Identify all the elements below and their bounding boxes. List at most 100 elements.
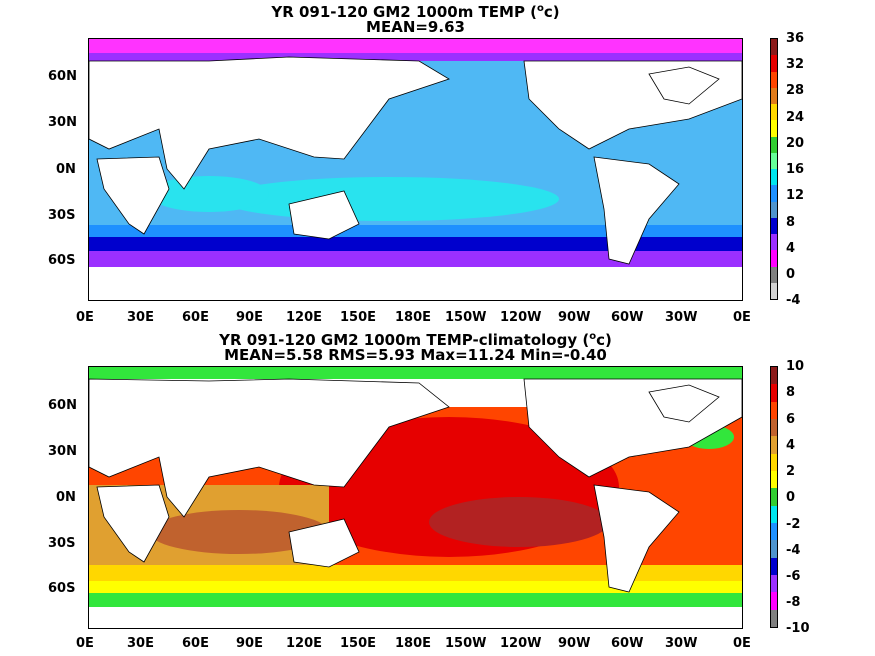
panel1-lon-9: 90W — [558, 310, 591, 325]
panel2-cbar-label-7: -4 — [786, 543, 801, 558]
colorbar-segment — [771, 250, 777, 267]
colorbar-segment — [771, 453, 777, 471]
panel2-lat-30N: 30N — [48, 444, 77, 459]
panel2-lon-11: 30W — [665, 636, 698, 651]
panel2-lon-10: 60W — [611, 636, 644, 651]
panel1-lon-4: 120E — [286, 310, 323, 325]
panel2-title-unit: c) — [596, 331, 612, 349]
panel1-cbar-label-6: 12 — [786, 188, 805, 203]
colorbar-segment — [771, 39, 777, 56]
colorbar-segment — [771, 367, 777, 385]
colorbar-segment — [771, 169, 777, 186]
panel2-cbar-label-1: 8 — [786, 385, 796, 400]
panel2-cbar-label-3: 4 — [786, 438, 796, 453]
panel1-lat-30N: 30N — [48, 115, 77, 130]
panel1-cbar-label-7: 8 — [786, 215, 796, 230]
panel1-title-sup: o — [537, 3, 544, 14]
colorbar-segment — [771, 136, 777, 153]
colorbar-segment — [771, 384, 777, 402]
panel1-cbar-label-3: 24 — [786, 110, 805, 125]
panel1-lon-11: 30W — [665, 310, 698, 325]
panel1-lon-1: 30E — [127, 310, 154, 325]
panel1-cbar-label-1: 32 — [786, 57, 805, 72]
colorbar-segment — [771, 401, 777, 419]
panel1-title-text: YR 091-120 GM2 1000m TEMP ( — [271, 3, 538, 21]
colorbar-segment — [771, 217, 777, 234]
panel1-cbar-label-4: 20 — [786, 136, 805, 151]
panel2-title: YR 091-120 GM2 1000m TEMP-climatology (o… — [88, 328, 743, 349]
panel2-lon-8: 120W — [500, 636, 542, 651]
panel1-lat-0N: 0N — [56, 162, 76, 177]
panel2-lon-9: 90W — [558, 636, 591, 651]
colorbar-segment — [771, 557, 777, 575]
panel2-cbar-label-5: 0 — [786, 490, 796, 505]
panel1-title-unit: c) — [543, 3, 560, 21]
colorbar-segment — [771, 71, 777, 88]
panel1-map — [88, 38, 743, 301]
panel1-cbar-label-8: 4 — [786, 241, 796, 256]
panel1-lat-60S: 60S — [48, 253, 76, 268]
panel1-lon-3: 90E — [236, 310, 263, 325]
panel2-lon-12: 0E — [733, 636, 751, 651]
panel2-lon-7: 150W — [445, 636, 487, 651]
colorbar-segment — [771, 436, 777, 454]
panel2-cbar-label-0: 10 — [786, 359, 805, 374]
panel1-title: YR 091-120 GM2 1000m TEMP (oc) — [88, 0, 743, 21]
panel1-cbar-label-0: 36 — [786, 31, 805, 46]
colorbar-segment — [771, 418, 777, 437]
panel1-cbar-label-10: -4 — [786, 293, 801, 308]
panel2-lat-0N: 0N — [56, 490, 76, 505]
panel2-lat-30S: 30S — [48, 536, 76, 551]
panel2-cbar-label-10: -10 — [786, 621, 810, 636]
panel1-cbar-label-2: 28 — [786, 83, 805, 98]
panel1-lon-5: 150E — [340, 310, 377, 325]
colorbar-segment — [771, 120, 777, 137]
panel1-lon-7: 150W — [445, 310, 487, 325]
panel1-lon-2: 60E — [182, 310, 209, 325]
panel1-map-field — [89, 39, 742, 300]
colorbar-segment — [771, 55, 777, 72]
panel2-cbar-label-6: -2 — [786, 517, 801, 532]
panel1-lon-12: 0E — [733, 310, 751, 325]
panel1-lon-8: 120W — [500, 310, 542, 325]
panel1-cbar-label-9: 0 — [786, 267, 796, 282]
panel1-lon-6: 180E — [395, 310, 432, 325]
panel1-cbar-label-5: 16 — [786, 162, 805, 177]
colorbar-segment — [771, 488, 777, 506]
panel2-cbar-label-9: -8 — [786, 595, 801, 610]
colorbar-segment — [771, 87, 777, 104]
colorbar-segment — [771, 470, 777, 489]
colorbar-segment — [771, 201, 777, 218]
colorbar-segment — [771, 282, 777, 299]
panel2-lat-60S: 60S — [48, 581, 76, 596]
panel2-lon-2: 60E — [182, 636, 209, 651]
panel2-cbar-label-4: 2 — [786, 464, 796, 479]
panel2-title-sup: o — [589, 331, 597, 342]
panel2-lon-6: 180E — [395, 636, 432, 651]
colorbar-segment — [771, 152, 777, 169]
panel1-lat-60N: 60N — [48, 69, 77, 84]
colorbar-segment — [771, 574, 777, 593]
panel2-lon-3: 90E — [236, 636, 263, 651]
panel2-subtitle: MEAN=5.58 RMS=5.93 Max=11.24 Min=-0.40 — [224, 346, 607, 364]
colorbar-segment — [771, 185, 777, 202]
panel2-lon-5: 150E — [340, 636, 377, 651]
panel2-title-text: YR 091-120 GM2 1000m TEMP-climatology ( — [219, 331, 590, 349]
colorbar-segment — [771, 266, 777, 283]
colorbar-segment — [771, 234, 777, 251]
panel2-lon-4: 120E — [286, 636, 323, 651]
colorbar-segment — [771, 104, 777, 121]
colorbar-segment — [771, 540, 777, 558]
panel2-colorbar — [770, 366, 778, 628]
panel2-cbar-label-8: -6 — [786, 569, 801, 584]
panel2-map-field — [89, 367, 742, 628]
panel2-lat-60N: 60N — [48, 398, 77, 413]
panel1-lon-10: 60W — [611, 310, 644, 325]
panel2-map — [88, 366, 743, 629]
colorbar-segment — [771, 522, 777, 541]
panel1-colorbar — [770, 38, 778, 300]
panel2-cbar-label-2: 6 — [786, 412, 796, 427]
colorbar-segment — [771, 609, 777, 627]
panel2-lon-0: 0E — [76, 636, 94, 651]
panel1-lon-0: 0E — [76, 310, 94, 325]
